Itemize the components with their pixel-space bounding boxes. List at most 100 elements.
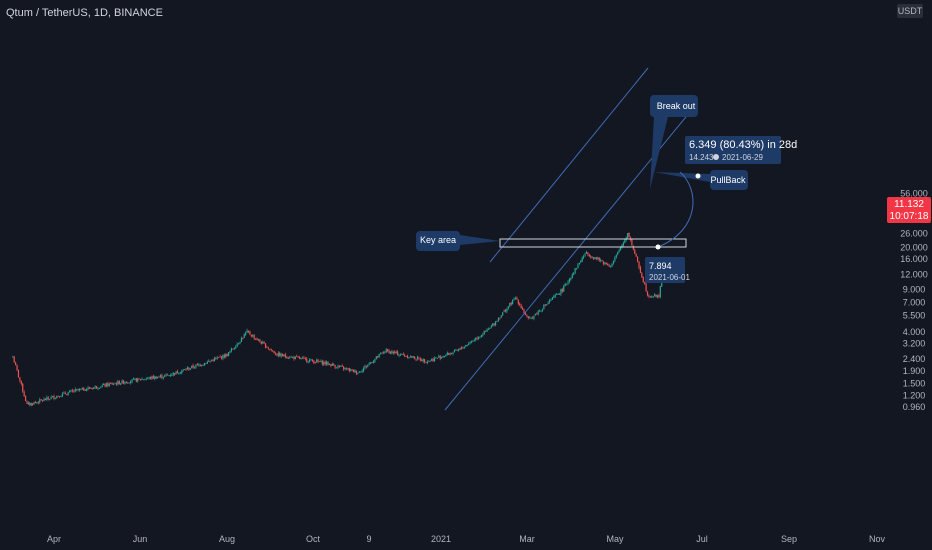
candle-body <box>658 295 660 297</box>
candle-body <box>529 317 531 319</box>
candle-body <box>426 361 429 363</box>
candle-body <box>446 352 448 355</box>
candle-body <box>184 369 186 370</box>
candle-body <box>86 389 88 392</box>
candle-body <box>475 338 477 340</box>
candle-body <box>121 380 123 383</box>
candle-body <box>411 356 413 358</box>
candle-body <box>641 272 643 278</box>
candle-body <box>431 359 433 361</box>
symbol-name[interactable]: Qtum / TetherUS <box>6 7 88 19</box>
candle-body <box>533 315 535 319</box>
measure-bottom-price: 7.894 <box>649 261 672 271</box>
candle-body <box>639 267 642 273</box>
candle-body <box>286 356 288 359</box>
candle-body <box>33 402 35 405</box>
candle-body <box>621 244 623 249</box>
candle-body <box>321 361 323 365</box>
candle-body <box>636 256 639 262</box>
price-tick: 2.400 <box>903 354 926 364</box>
candle-body <box>206 361 208 364</box>
candle-body <box>477 337 480 339</box>
exchange-label: BINANCE <box>114 7 163 19</box>
candle-body <box>388 350 390 354</box>
break-out-label: Break out <box>657 101 696 111</box>
candle-body <box>435 357 437 359</box>
candle-body <box>326 361 328 365</box>
candle-body <box>127 382 129 384</box>
candle-body <box>149 377 152 379</box>
candle-body <box>453 350 456 353</box>
candle-body <box>311 359 314 361</box>
candle-body <box>299 356 301 359</box>
candle-body <box>161 374 163 378</box>
channel-upper-line[interactable] <box>489 67 649 263</box>
candle-body <box>83 388 85 391</box>
candle-body <box>335 367 338 369</box>
measure-point-top[interactable] <box>695 173 701 179</box>
candle-body <box>330 364 332 367</box>
candle-body <box>472 340 474 342</box>
candle-body <box>138 378 140 380</box>
candle-body <box>60 396 62 398</box>
price-tick: 56.000 <box>900 188 928 198</box>
candle-body <box>185 369 187 370</box>
candle-body <box>612 261 615 264</box>
candle-body <box>540 310 542 312</box>
candle-body <box>480 335 482 337</box>
candle-body <box>367 364 369 367</box>
candle-body <box>355 370 358 374</box>
candle-body <box>429 360 431 362</box>
measure-point-bottom[interactable] <box>655 244 661 250</box>
candle-body <box>17 369 20 377</box>
currency-badge[interactable] <box>897 4 923 18</box>
candle-body <box>327 362 329 365</box>
break-out-callout[interactable] <box>650 95 698 189</box>
price-tick: 7.000 <box>903 298 926 308</box>
candle-body <box>134 378 136 380</box>
candle-body <box>627 233 629 239</box>
candle-body <box>117 381 119 385</box>
candle-body <box>347 368 349 370</box>
candle-body <box>526 314 528 317</box>
channel-lower-line[interactable] <box>444 111 691 411</box>
candle-body <box>16 364 18 371</box>
candle-body <box>497 318 500 322</box>
candle-body <box>158 376 160 378</box>
candle-body <box>485 330 487 332</box>
candle-body <box>479 336 481 338</box>
candle-body <box>145 378 147 380</box>
candle-body <box>276 354 278 356</box>
candle-body <box>90 388 92 389</box>
candle-body <box>114 383 116 385</box>
candle-body <box>218 356 220 358</box>
candle-body <box>128 382 130 384</box>
key-area-rect[interactable] <box>499 238 687 248</box>
candle-body <box>337 365 339 368</box>
candle-body <box>422 358 424 362</box>
measure-price: 14.243 <box>689 153 714 162</box>
candle-body <box>600 260 602 261</box>
candle-body <box>524 312 527 315</box>
candle-body <box>487 329 490 330</box>
candle-body <box>493 323 495 325</box>
candle-body <box>381 352 383 354</box>
candle-body <box>269 348 271 350</box>
interval-label[interactable]: 1D <box>93 7 108 19</box>
candle-body <box>107 382 109 386</box>
candle-body <box>316 360 318 363</box>
candle-body <box>406 355 409 358</box>
candle-body <box>544 304 546 306</box>
candle-body <box>605 262 607 264</box>
time-axis[interactable]: Apr Jun Aug Oct 9 2021 Mar May Jul Sep Nov <box>47 534 886 544</box>
candle-body <box>151 376 153 380</box>
pullback-callout[interactable] <box>654 170 748 190</box>
candle-body <box>105 383 108 387</box>
candle-body <box>452 352 454 354</box>
candle-body <box>120 383 122 385</box>
key-area-callout[interactable] <box>416 231 500 251</box>
candle-body <box>250 335 252 337</box>
measure-change: 6.349 (80.43%) in 28d <box>689 139 797 151</box>
candle-body <box>74 389 76 392</box>
